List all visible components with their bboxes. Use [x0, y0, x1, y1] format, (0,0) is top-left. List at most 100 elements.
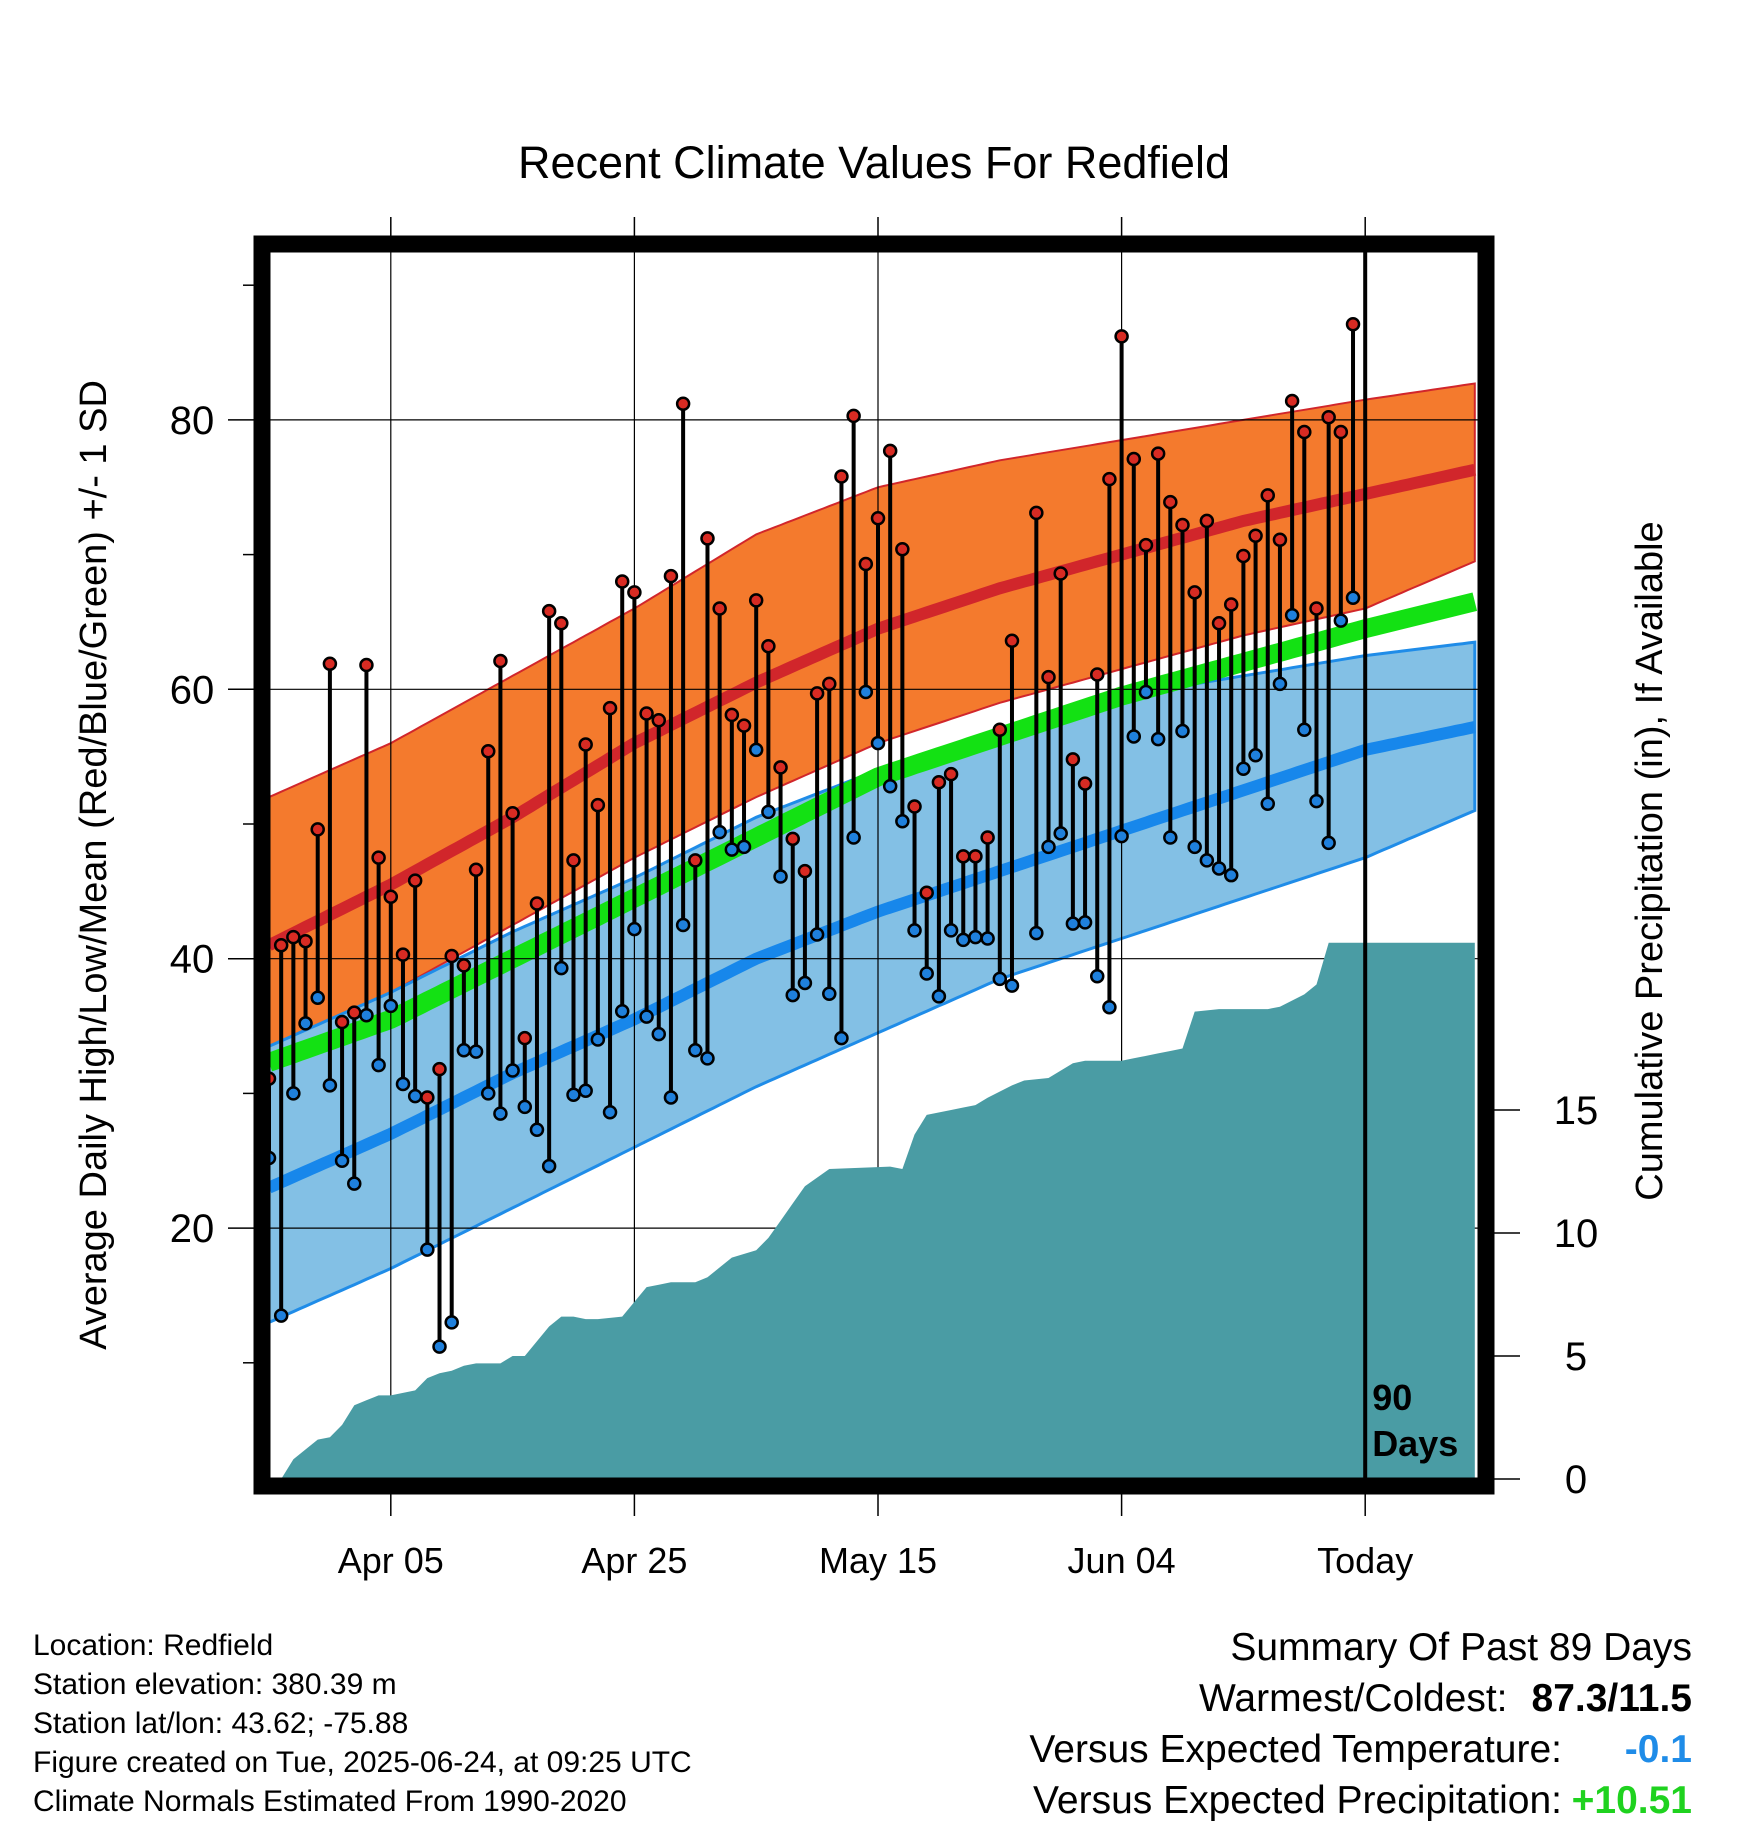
daily-high-point — [639, 706, 654, 721]
daily-low-point — [1223, 867, 1239, 883]
low-mean-line — [269, 721, 1477, 1194]
daily-low-point — [1260, 796, 1276, 812]
daily-low-point — [968, 929, 983, 945]
daily-high-point — [1089, 667, 1105, 682]
precip-area — [269, 942, 1475, 1479]
y-tick-label: 40 — [170, 938, 215, 982]
daily-low-point — [347, 1176, 362, 1191]
daily-high-point — [992, 722, 1008, 737]
daily-high-point — [761, 638, 776, 654]
daily-high-point — [1150, 446, 1166, 461]
daily-high-point — [493, 653, 508, 669]
daily-high-point — [1163, 494, 1178, 510]
daily-low-point — [444, 1315, 459, 1330]
daily-low-point — [395, 1076, 411, 1092]
daily-high-point — [1053, 566, 1068, 581]
daily-high-point — [919, 885, 934, 900]
daily-low-point — [456, 1043, 472, 1058]
daily-high-point — [529, 896, 545, 911]
today-marker-label: Days — [1372, 1423, 1458, 1464]
daily-low-point — [736, 839, 752, 855]
daily-high-point — [1138, 537, 1154, 553]
daily-high-point — [1260, 488, 1276, 503]
daily-low-point — [1053, 826, 1068, 841]
temp-row: Versus Expected Temperature: -0.1 — [1029, 1724, 1692, 1775]
daily-high-point — [590, 797, 606, 813]
daily-high-point — [700, 531, 715, 546]
today-marker-label: 90 — [1372, 1377, 1412, 1418]
daily-low-point — [919, 966, 934, 981]
daily-high-point — [834, 469, 849, 484]
y-axis-label: Average Daily High/Low/Mean (Red/Blue/Gr… — [73, 380, 115, 1350]
daily-high-point — [444, 948, 459, 964]
daily-low-point — [748, 742, 764, 758]
daily-low-point — [1163, 830, 1178, 845]
y2-tick-label: 0 — [1565, 1458, 1587, 1502]
daily-high-point — [359, 657, 374, 673]
daily-high-point — [858, 556, 874, 572]
daily-high-point — [675, 396, 691, 411]
daily-low-point — [1004, 978, 1020, 993]
daily-low-point — [529, 1122, 545, 1138]
daily-high-point — [371, 850, 386, 865]
daily-high-point — [1272, 532, 1288, 548]
daily-low-point — [505, 1063, 520, 1078]
daily-low-point — [1333, 613, 1349, 628]
daily-low-point — [846, 830, 861, 845]
daily-low-point — [639, 1009, 654, 1024]
daily-low-point — [566, 1087, 581, 1102]
daily-high-point — [907, 799, 922, 814]
daily-high-point — [736, 718, 752, 733]
summary-panel: Summary Of Past 89 Days Warmest/Coldest:… — [1029, 1622, 1692, 1826]
daily-high-point — [310, 822, 325, 837]
daily-high-point — [1114, 329, 1129, 344]
daily-low-point — [1065, 916, 1081, 931]
daily-high-point — [517, 1030, 533, 1046]
daily-high-point — [286, 929, 301, 945]
daily-high-point — [1223, 597, 1239, 612]
climate-chart: Recent Climate Values For Redfield 90 Day… — [73, 137, 1671, 1600]
daily-high-point — [395, 947, 411, 962]
daily-high-point — [651, 713, 667, 728]
daily-low-point — [286, 1086, 301, 1101]
daily-low-point — [1236, 761, 1251, 777]
daily-low-point — [1297, 722, 1312, 737]
daily-high-point — [1102, 471, 1117, 487]
daily-high-point — [347, 1005, 362, 1020]
daily-high-point — [322, 656, 338, 671]
y-tick-label: 60 — [170, 668, 215, 712]
daily-low-point — [602, 1105, 618, 1120]
daily-high-point — [456, 958, 472, 973]
daily-low-point — [1199, 853, 1215, 868]
daily-high-point — [1077, 776, 1093, 791]
daily-low-point — [651, 1026, 667, 1042]
plot-contents: 90 Days — [269, 251, 1479, 1479]
daily-low-point — [1041, 839, 1056, 855]
x-tick-label: May 15 — [819, 1540, 937, 1581]
daily-low-point — [907, 923, 922, 938]
daily-low-point — [627, 921, 642, 937]
daily-high-point — [407, 873, 423, 888]
daily-low-point — [359, 1008, 374, 1023]
daily-low-point — [468, 1044, 484, 1059]
daily-low-point — [1029, 925, 1044, 941]
plot-area: 90 Days — [269, 251, 1479, 1479]
daily-high-point — [773, 760, 788, 775]
daily-low-point — [688, 1043, 703, 1058]
summary-title: Summary Of Past 89 Days — [1230, 1626, 1692, 1669]
daily-high-point — [748, 593, 764, 608]
daily-high-point — [541, 603, 557, 619]
daily-low-point — [992, 971, 1008, 987]
daily-low-point — [870, 735, 886, 751]
temp-value: -0.1 — [1624, 1728, 1692, 1771]
x-tick-label: Apr 25 — [581, 1540, 687, 1581]
daily-high-point — [895, 541, 910, 557]
daily-high-point — [968, 849, 983, 864]
daily-high-point — [273, 937, 289, 953]
daily-low-point — [882, 779, 898, 794]
daily-low-point — [298, 1016, 313, 1031]
daily-high-point — [663, 568, 679, 584]
daily-high-point — [1345, 317, 1361, 332]
daily-high-point — [578, 737, 593, 752]
daily-high-point — [614, 574, 630, 589]
